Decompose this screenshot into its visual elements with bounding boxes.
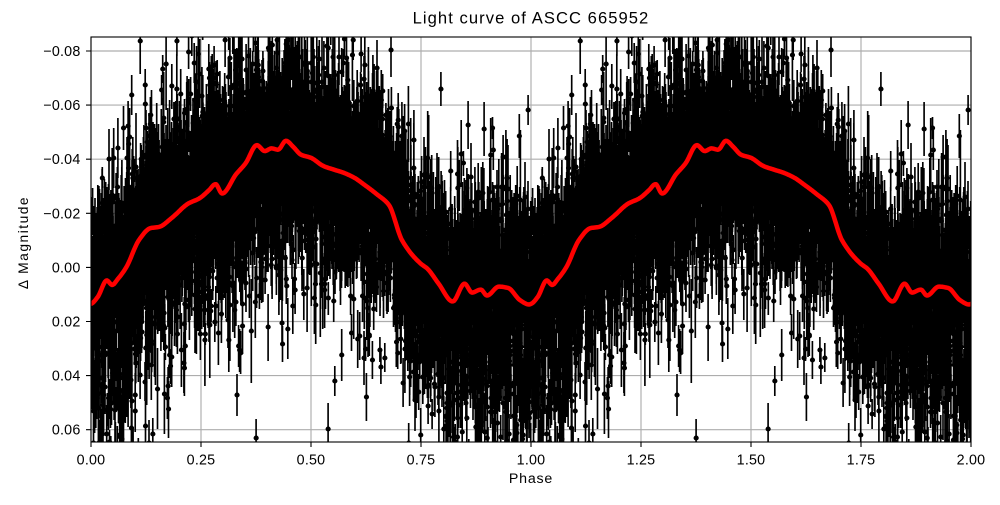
svg-text:0.06: 0.06 [52, 423, 81, 439]
svg-text:0.04: 0.04 [52, 369, 81, 385]
svg-text:0.00: 0.00 [77, 453, 106, 469]
svg-text:Light curve of ASCC 665952: Light curve of ASCC 665952 [413, 8, 650, 27]
svg-text:1.00: 1.00 [517, 453, 546, 469]
svg-text:−0.04: −0.04 [43, 152, 80, 168]
svg-text:1.50: 1.50 [737, 453, 766, 469]
svg-text:2.00: 2.00 [957, 453, 986, 469]
svg-text:1.25: 1.25 [627, 453, 656, 469]
svg-text:1.75: 1.75 [847, 453, 876, 469]
svg-text:Phase: Phase [509, 471, 553, 487]
svg-text:Δ Magnitude: Δ Magnitude [16, 196, 31, 289]
svg-text:0.50: 0.50 [297, 453, 326, 469]
svg-text:0.02: 0.02 [52, 315, 81, 331]
svg-text:0.00: 0.00 [52, 260, 81, 276]
svg-text:−0.06: −0.06 [43, 98, 80, 114]
svg-text:−0.02: −0.02 [43, 206, 80, 222]
svg-text:−0.08: −0.08 [43, 44, 80, 60]
svg-text:0.75: 0.75 [407, 453, 436, 469]
svg-text:0.25: 0.25 [187, 453, 216, 469]
